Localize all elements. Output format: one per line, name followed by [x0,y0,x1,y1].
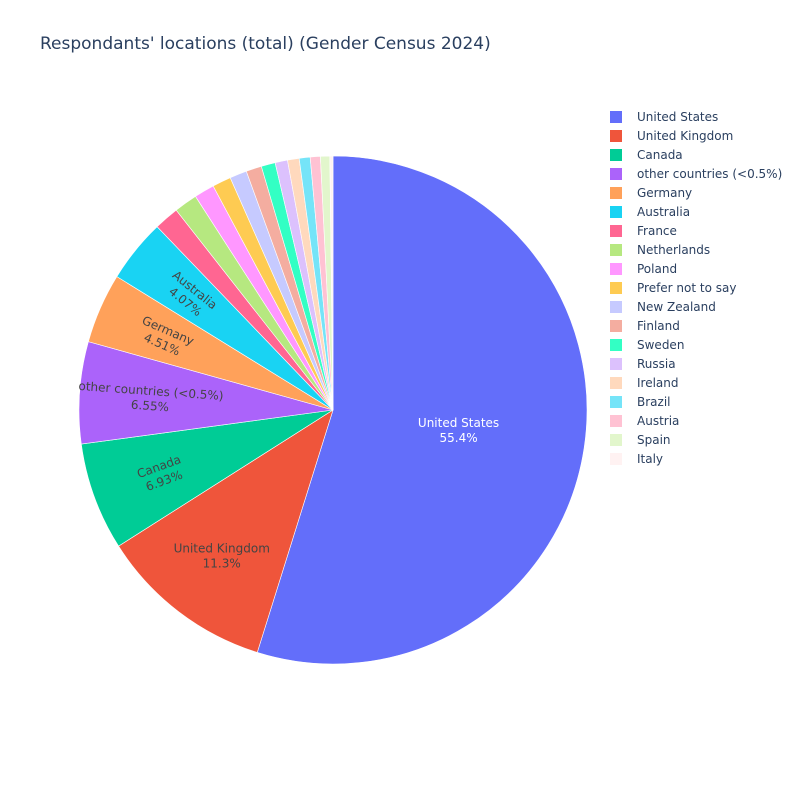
legend-label: Ireland [637,375,679,390]
pie-slice-united-kingdom[interactable] [118,409,334,653]
legend-swatch [610,167,622,180]
pie-slice-italy[interactable] [329,155,334,411]
legend-label: Brazil [637,394,671,409]
chart-title: Respondants' locations (total) (Gender C… [40,34,491,54]
legend-swatch [610,262,622,275]
legend-item-australia[interactable]: Australia [610,202,782,221]
legend-item-finland[interactable]: Finland [610,316,782,335]
legend-swatch [610,243,622,256]
legend-label: United States [637,109,719,124]
legend-item-austria[interactable]: Austria [610,411,782,430]
legend-swatch [610,414,622,427]
legend-item-united-states[interactable]: United States [610,107,782,126]
legend-swatch [610,281,622,294]
legend-swatch [610,300,622,313]
legend-label: Spain [637,432,671,447]
legend-label: other countries (<0.5%) [637,166,783,181]
legend-label: Netherlands [637,242,711,257]
legend-label: France [637,223,677,238]
legend-item-ireland[interactable]: Ireland [610,373,782,392]
legend-swatch [610,452,622,465]
legend-item-netherlands[interactable]: Netherlands [610,240,782,259]
legend-item-new-zealand[interactable]: New Zealand [610,297,782,316]
legend-swatch [610,110,622,123]
legend-swatch [610,433,622,446]
legend-item-poland[interactable]: Poland [610,259,782,278]
legend-swatch [610,224,622,237]
pie-slice-canada[interactable] [80,409,334,547]
legend-item-france[interactable]: France [610,221,782,240]
legend-label: Germany [637,185,693,200]
legend-swatch [610,395,622,408]
legend-swatch [610,148,622,161]
legend-item-other-countries-0-5[interactable]: other countries (<0.5%) [610,164,782,183]
legend-swatch [610,129,622,142]
legend-label: Finland [637,318,680,333]
legend-swatch [610,338,622,351]
legend-label: Poland [637,261,678,276]
pie-slices [78,155,588,665]
pie-label-united-kingdom: United Kingdom 11.3% [174,542,270,571]
legend-label: Prefer not to say [637,280,737,295]
legend-swatch [610,357,622,370]
legend-label: Canada [637,147,683,162]
legend-swatch [610,205,622,218]
legend: United States United Kingdom Canada other c… [610,107,782,468]
legend-label: Russia [637,356,676,371]
legend-label: Sweden [637,337,685,352]
legend-swatch [610,319,622,332]
legend-item-italy[interactable]: Italy [610,449,782,468]
pie-label-united-states: United States 55.4% [418,416,499,445]
legend-item-canada[interactable]: Canada [610,145,782,164]
legend-swatch [610,186,622,199]
legend-item-sweden[interactable]: Sweden [610,335,782,354]
legend-label: Austria [637,413,680,428]
legend-item-prefer-not-to-say[interactable]: Prefer not to say [610,278,782,297]
legend-label: Australia [637,204,691,219]
legend-item-spain[interactable]: Spain [610,430,782,449]
legend-item-russia[interactable]: Russia [610,354,782,373]
legend-item-united-kingdom[interactable]: United Kingdom [610,126,782,145]
legend-label: United Kingdom [637,128,734,143]
legend-label: New Zealand [637,299,716,314]
legend-swatch [610,376,622,389]
legend-item-germany[interactable]: Germany [610,183,782,202]
legend-item-brazil[interactable]: Brazil [610,392,782,411]
legend-label: Italy [637,451,664,466]
pie-slice-united-states[interactable] [256,155,588,665]
